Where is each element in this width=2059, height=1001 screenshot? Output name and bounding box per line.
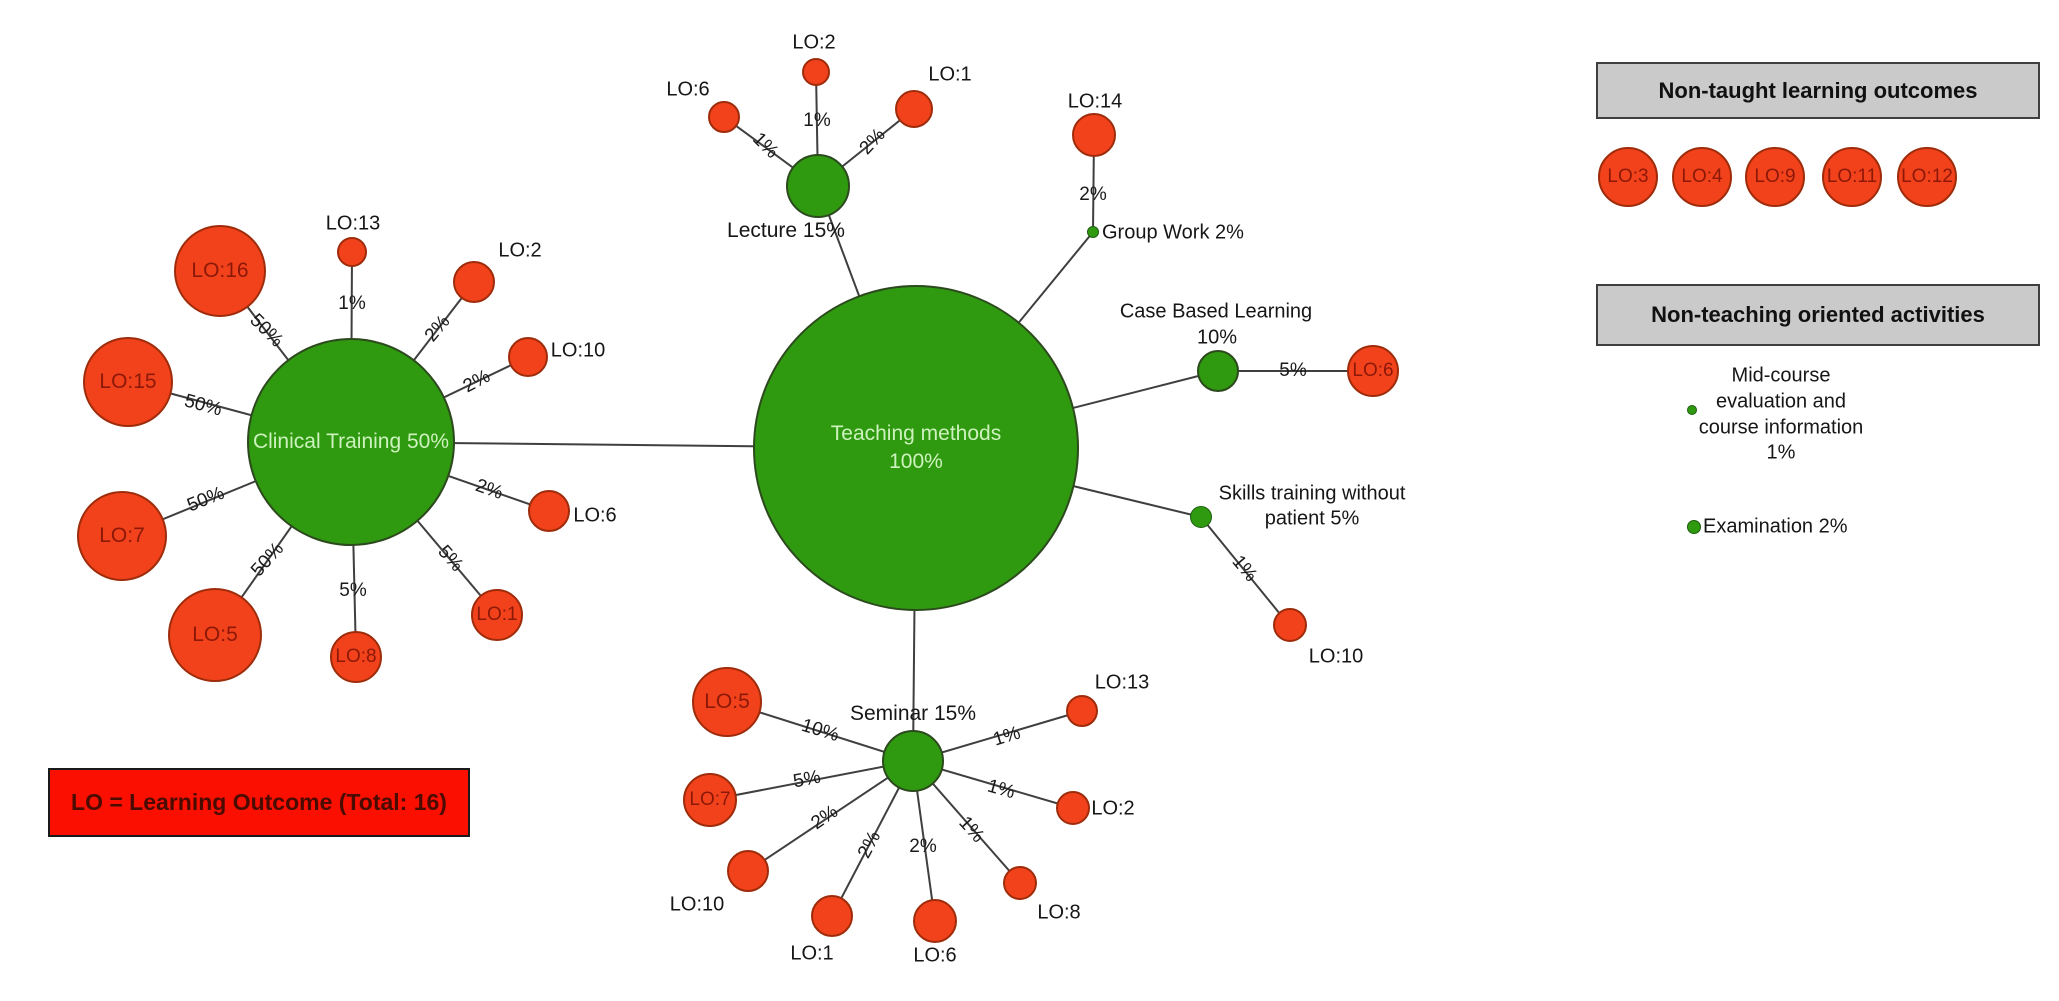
label-group-work: Group Work 2%	[1102, 221, 1244, 244]
label-seminar-lo6: LO:6	[913, 944, 957, 967]
node-clinical-lo1: LO:1	[471, 589, 523, 641]
node-clinical-lo15: LO:15	[83, 337, 173, 427]
pct-clinical-lo13: 1%	[338, 293, 366, 314]
node-clinical-lo6	[528, 490, 570, 532]
node-lecture-lo6	[708, 101, 740, 133]
node-clinical-lo16: LO:16	[174, 225, 266, 317]
label-mid-course-4: 1%	[1766, 441, 1796, 464]
label-lecture-lo6: LO:6	[666, 78, 710, 101]
node-clinical-training: Clinical Training 50%	[247, 338, 455, 546]
node-lecture	[786, 154, 850, 218]
node-seminar-lo2	[1056, 791, 1090, 825]
label-mid-course-1: Mid-course	[1731, 364, 1831, 387]
label-seminar: Seminar 15%	[849, 702, 977, 725]
label-lecture-lo1: LO:1	[928, 63, 972, 86]
node-nontaught-lo11: LO:11	[1822, 147, 1882, 207]
label-clinical-lo6: LO:6	[573, 504, 617, 527]
node-skills-training	[1190, 506, 1212, 528]
label-skills-lo10: LO:10	[1308, 645, 1364, 668]
pct-casebased-lo6: 5%	[1279, 360, 1307, 381]
node-casebased-lo6: LO:6	[1347, 345, 1399, 397]
pct-seminar-lo6: 2%	[909, 836, 937, 857]
node-groupwork-lo14	[1072, 113, 1116, 157]
node-lecture-lo2	[802, 58, 830, 86]
node-clinical-lo7: LO:7	[77, 491, 167, 581]
label-seminar-lo13: LO:13	[1094, 671, 1150, 694]
node-group-work	[1087, 226, 1099, 238]
node-clinical-lo2	[453, 261, 495, 303]
pct-groupwork-lo14: 2%	[1079, 184, 1107, 205]
node-teaching-methods: Teaching methods 100%	[753, 285, 1079, 611]
node-seminar-lo6	[913, 899, 957, 943]
node-clinical-lo10	[508, 337, 548, 377]
node-seminar-lo13	[1066, 695, 1098, 727]
clinical-training-label: Clinical Training 50%	[252, 430, 450, 453]
label-skills-training-1: Skills training without	[1218, 482, 1406, 505]
node-clinical-lo13	[337, 237, 367, 267]
label-skills-training-2: patient 5%	[1264, 507, 1360, 530]
label-seminar-lo10: LO:10	[669, 893, 725, 916]
node-clinical-lo5: LO:5	[168, 588, 262, 682]
node-nontaught-lo12: LO:12	[1897, 147, 1957, 207]
node-skills-lo10	[1273, 608, 1307, 642]
node-seminar-lo10	[727, 850, 769, 892]
label-clinical-lo2: LO:2	[498, 239, 542, 262]
legend-box: LO = Learning Outcome (Total: 16)	[48, 768, 470, 837]
node-seminar	[882, 730, 944, 792]
node-mid-course	[1687, 405, 1697, 415]
label-mid-course-2: evaluation and	[1715, 390, 1847, 413]
node-nontaught-lo9: LO:9	[1745, 147, 1805, 207]
node-seminar-lo1	[811, 895, 853, 937]
node-seminar-lo5: LO:5	[692, 667, 762, 737]
label-case-based-pct: 10%	[1196, 326, 1238, 349]
node-seminar-lo7: LO:7	[683, 773, 737, 827]
node-nontaught-lo4: LO:4	[1672, 147, 1732, 207]
label-mid-course-3: course information	[1698, 416, 1864, 439]
label-case-based-learning: Case Based Learning	[1119, 300, 1313, 323]
label-clinical-lo13: LO:13	[325, 212, 381, 235]
label-clinical-lo10: LO:10	[550, 339, 606, 362]
pct-clinical-lo8: 5%	[339, 580, 367, 601]
node-seminar-lo8	[1003, 866, 1037, 900]
label-groupwork-lo14: LO:14	[1067, 90, 1123, 113]
non-taught-header: Non-taught learning outcomes	[1596, 62, 2040, 119]
node-clinical-lo8: LO:8	[330, 631, 382, 683]
label-seminar-lo2: LO:2	[1091, 797, 1135, 820]
label-lecture-lo2: LO:2	[792, 31, 836, 54]
label-seminar-lo8: LO:8	[1037, 901, 1081, 924]
node-examination	[1687, 520, 1701, 534]
pct-lecture-lo2: 1%	[803, 110, 831, 131]
teaching-methods-label: Teaching methods 100%	[830, 422, 1002, 473]
label-lecture: Lecture 15%	[727, 219, 845, 242]
non-teaching-header: Non-teaching oriented activities	[1596, 284, 2040, 346]
node-nontaught-lo3: LO:3	[1598, 147, 1658, 207]
label-seminar-lo1: LO:1	[790, 942, 834, 965]
node-lecture-lo1	[895, 90, 933, 128]
node-case-based-learning	[1197, 350, 1239, 392]
label-examination: Examination 2%	[1703, 515, 1848, 538]
